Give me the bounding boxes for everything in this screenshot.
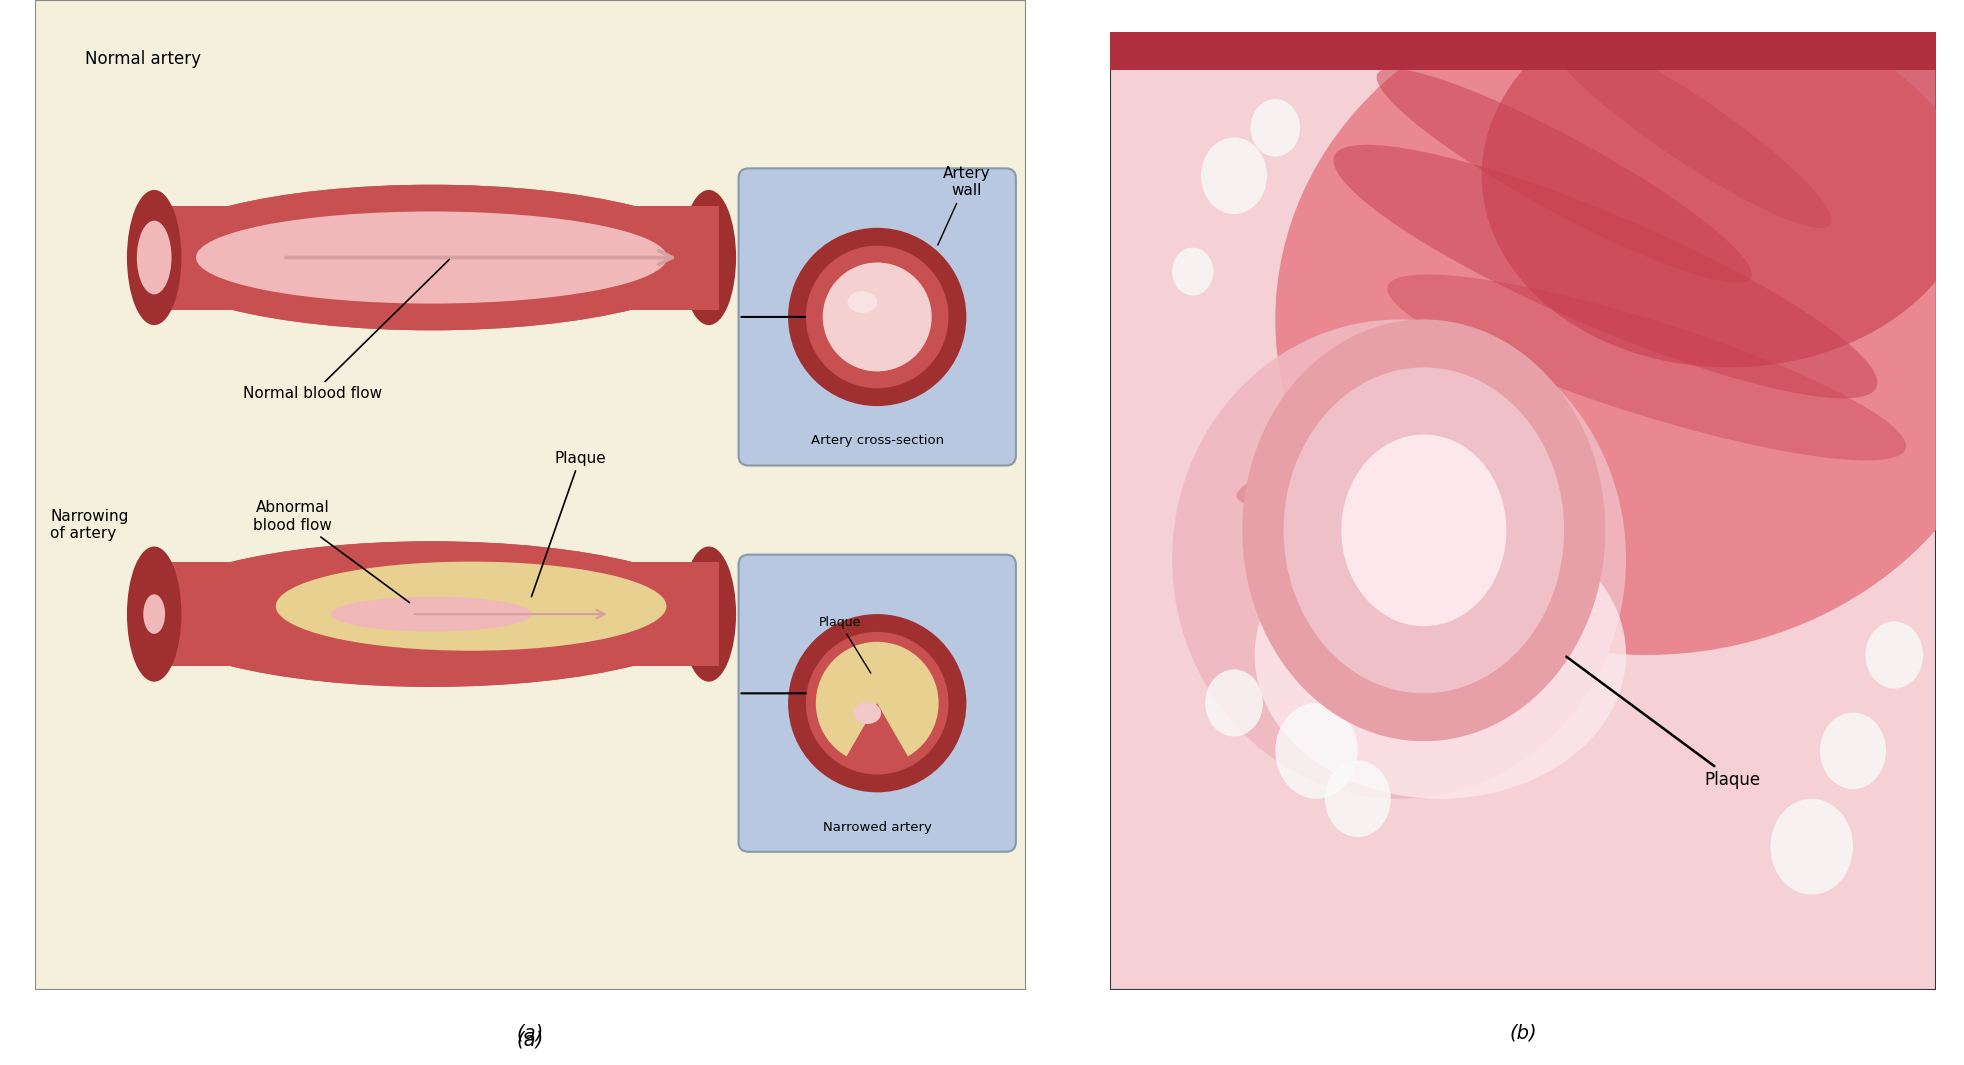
Text: (a): (a): [517, 1023, 544, 1043]
Circle shape: [1241, 320, 1605, 741]
Ellipse shape: [1377, 68, 1750, 283]
Ellipse shape: [1296, 579, 1583, 635]
Ellipse shape: [852, 702, 880, 724]
Text: Abnormal
blood flow: Abnormal blood flow: [253, 501, 409, 603]
FancyBboxPatch shape: [1110, 32, 1935, 990]
Ellipse shape: [846, 291, 876, 313]
Ellipse shape: [1171, 320, 1626, 799]
FancyBboxPatch shape: [143, 206, 719, 310]
Circle shape: [823, 262, 931, 372]
Ellipse shape: [275, 561, 666, 651]
PathPatch shape: [1874, 0, 1964, 331]
Ellipse shape: [143, 184, 719, 330]
Circle shape: [1249, 99, 1300, 157]
Ellipse shape: [1387, 275, 1905, 460]
Text: Narrowed artery: Narrowed artery: [823, 820, 931, 834]
Text: Normal artery: Normal artery: [84, 50, 200, 68]
Ellipse shape: [143, 594, 165, 634]
Text: (a): (a): [517, 1031, 544, 1049]
Ellipse shape: [1334, 145, 1876, 398]
Circle shape: [1282, 367, 1563, 693]
Ellipse shape: [143, 184, 719, 330]
Circle shape: [1864, 621, 1923, 688]
Circle shape: [1341, 435, 1506, 626]
Ellipse shape: [682, 190, 736, 325]
Circle shape: [1275, 703, 1357, 799]
Text: Plaque: Plaque: [817, 616, 870, 673]
Circle shape: [1324, 760, 1391, 837]
Circle shape: [805, 246, 949, 389]
FancyBboxPatch shape: [738, 168, 1015, 465]
Ellipse shape: [128, 546, 181, 682]
Ellipse shape: [1235, 420, 1561, 507]
Ellipse shape: [330, 596, 532, 632]
Text: Normal blood flow: Normal blood flow: [244, 260, 450, 402]
Text: Artery cross-section: Artery cross-section: [811, 435, 943, 447]
Ellipse shape: [143, 541, 719, 687]
Circle shape: [805, 632, 949, 774]
Circle shape: [1171, 247, 1212, 295]
Ellipse shape: [1544, 28, 1830, 228]
Circle shape: [788, 615, 966, 792]
FancyBboxPatch shape: [143, 562, 719, 666]
Text: Plaque: Plaque: [1565, 657, 1760, 788]
Text: Narrowing
of artery: Narrowing of artery: [51, 509, 128, 541]
Text: Plaque: Plaque: [530, 450, 605, 596]
Ellipse shape: [1253, 511, 1626, 799]
Circle shape: [788, 228, 966, 406]
Ellipse shape: [137, 220, 171, 294]
Ellipse shape: [1275, 0, 1964, 655]
Text: (b): (b): [1508, 1023, 1536, 1043]
Ellipse shape: [196, 212, 666, 304]
Wedge shape: [815, 642, 939, 756]
Ellipse shape: [143, 541, 719, 687]
FancyBboxPatch shape: [35, 0, 1025, 990]
Circle shape: [1204, 669, 1263, 737]
Ellipse shape: [128, 190, 181, 325]
Circle shape: [1819, 712, 1885, 789]
Ellipse shape: [682, 546, 736, 682]
Text: Artery
wall: Artery wall: [937, 166, 990, 245]
FancyBboxPatch shape: [1110, 32, 1935, 70]
Circle shape: [1200, 137, 1267, 214]
Circle shape: [1770, 799, 1852, 895]
FancyBboxPatch shape: [738, 555, 1015, 852]
Ellipse shape: [1481, 0, 1964, 367]
